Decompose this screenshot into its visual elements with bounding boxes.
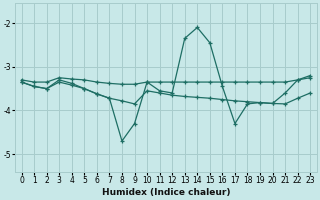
X-axis label: Humidex (Indice chaleur): Humidex (Indice chaleur) (102, 188, 230, 197)
